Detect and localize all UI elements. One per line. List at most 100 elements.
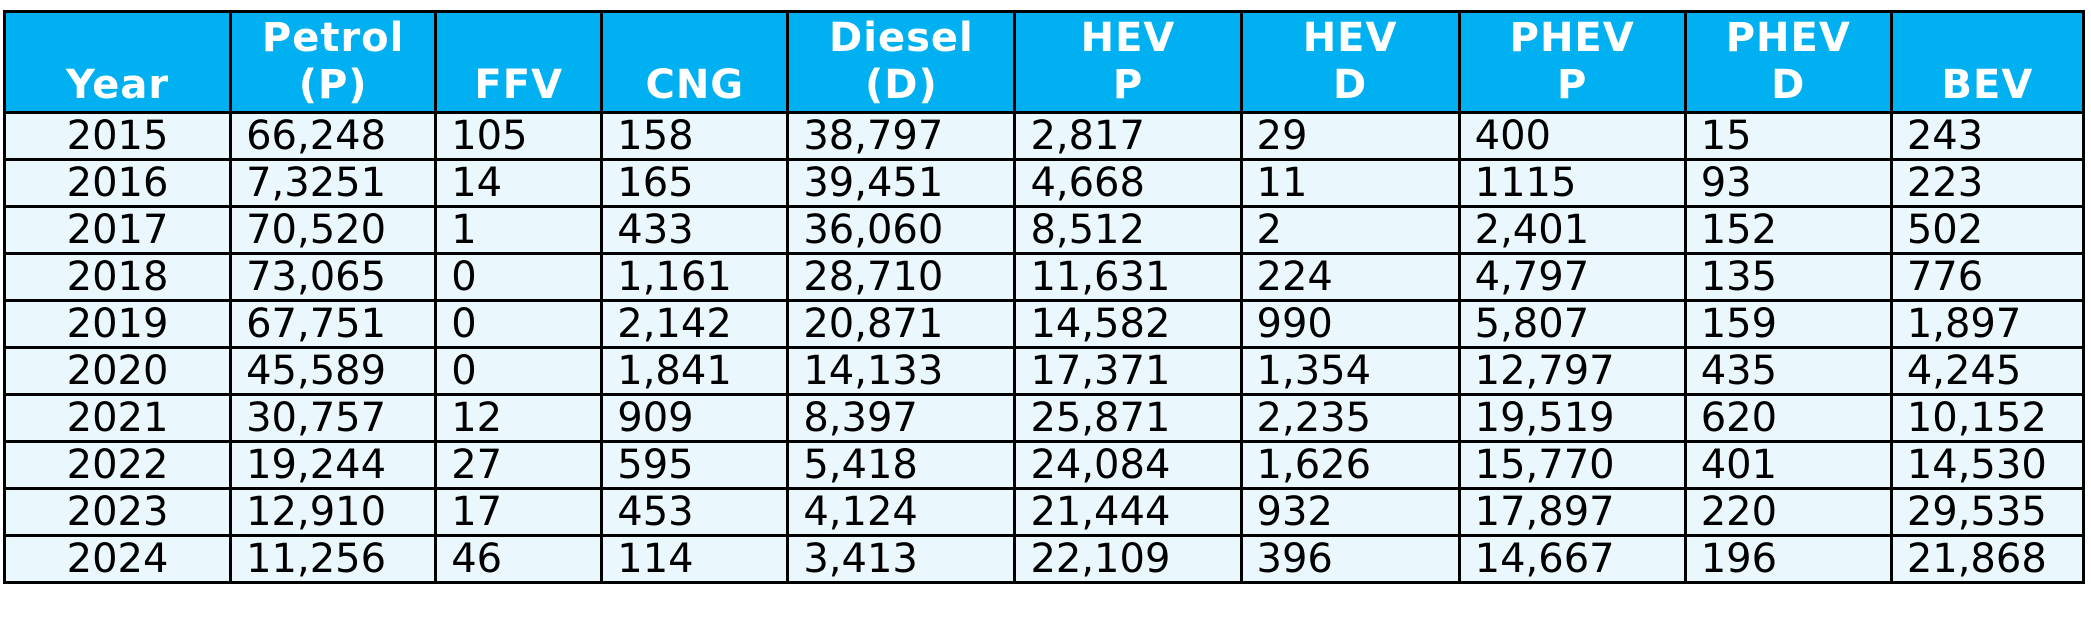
value-cell-phev-d: 15 [1683,111,1893,161]
year-cell: 2018 [2,252,233,302]
value-cell-bev: 776 [1889,252,2086,302]
value-cell-diesel: 36,060 [786,205,1017,255]
value-cell-hev-p: 14,582 [1013,299,1243,349]
value-cell-hev-p: 17,371 [1013,346,1243,396]
column-header-label: PHEV D [1725,15,1851,108]
column-header-label: BEV [1941,62,2034,108]
value-cell-cng: 165 [600,158,790,208]
value-cell-hev-d: 224 [1239,252,1461,302]
column-header-hev-d: HEV D [1239,10,1461,114]
value-cell-petrol: 19,244 [229,440,438,490]
value-cell-petrol: 30,757 [229,393,438,443]
value-cell-bev: 223 [1889,158,2086,208]
value-cell-phev-d: 152 [1683,205,1893,255]
column-header-bev: BEV [1889,10,2086,114]
value-cell-ffv: 0 [434,346,604,396]
value-cell-diesel: 28,710 [786,252,1017,302]
value-cell-ffv: 14 [434,158,604,208]
value-cell-phev-p: 1115 [1457,158,1687,208]
column-header-label: HEV D [1302,15,1398,108]
value-cell-petrol: 7,3251 [229,158,438,208]
table-header-row: Year Petrol (P) FFV CNG Diesel (D) HEV P HEV D… [2,10,2086,114]
value-cell-hev-p: 2,817 [1013,111,1243,161]
value-cell-cng: 114 [600,534,790,584]
table-row: 2021 30,757 12 909 8,397 25,871 2,235 19,519 620… [2,393,2086,443]
value-cell-phev-p: 5,807 [1457,299,1687,349]
value-cell-cng: 595 [600,440,790,490]
table-row: 2016 7,3251 14 165 39,451 4,668 11 1115 93 223 [2,158,2086,208]
value-cell-ffv: 0 [434,299,604,349]
column-header-label: CNG [645,62,745,108]
value-cell-diesel: 8,397 [786,393,1017,443]
table-body: 2015 66,248 105 158 38,797 2,817 29 400 15 243 201… [2,111,2086,584]
value-cell-cng: 909 [600,393,790,443]
value-cell-diesel: 39,451 [786,158,1017,208]
value-cell-cng: 2,142 [600,299,790,349]
value-cell-petrol: 70,520 [229,205,438,255]
value-cell-ffv: 17 [434,487,604,537]
value-cell-hev-d: 1,626 [1239,440,1461,490]
table-row: 2022 19,244 27 595 5,418 24,084 1,626 15,770 401… [2,440,2086,490]
column-header-year: Year [2,10,233,114]
value-cell-cng: 158 [600,111,790,161]
value-cell-diesel: 3,413 [786,534,1017,584]
value-cell-ffv: 105 [434,111,604,161]
value-cell-phev-p: 400 [1457,111,1687,161]
value-cell-bev: 14,530 [1889,440,2086,490]
table-row: 2024 11,256 46 114 3,413 22,109 396 14,667 196 21… [2,534,2086,584]
value-cell-petrol: 12,910 [229,487,438,537]
value-cell-petrol: 67,751 [229,299,438,349]
value-cell-bev: 29,535 [1889,487,2086,537]
value-cell-petrol: 66,248 [229,111,438,161]
value-cell-ffv: 46 [434,534,604,584]
value-cell-bev: 21,868 [1889,534,2086,584]
value-cell-hev-d: 11 [1239,158,1461,208]
value-cell-cng: 1,841 [600,346,790,396]
value-cell-phev-p: 4,797 [1457,252,1687,302]
table-row: 2015 66,248 105 158 38,797 2,817 29 400 15 243 [2,111,2086,161]
value-cell-bev: 10,152 [1889,393,2086,443]
column-header-label: Diesel (D) [829,15,974,108]
value-cell-bev: 1,897 [1889,299,2086,349]
value-cell-hev-d: 990 [1239,299,1461,349]
value-cell-petrol: 11,256 [229,534,438,584]
table-row: 2017 70,520 1 433 36,060 8,512 2 2,401 152 502 [2,205,2086,255]
value-cell-hev-d: 2 [1239,205,1461,255]
value-cell-cng: 453 [600,487,790,537]
vehicle-registrations-table-container: Year Petrol (P) FFV CNG Diesel (D) HEV P HEV D… [2,10,2086,584]
value-cell-phev-d: 135 [1683,252,1893,302]
year-cell: 2021 [2,393,233,443]
column-header-label: FFV [474,62,564,108]
column-header-label: Year [65,62,170,108]
year-cell: 2020 [2,346,233,396]
column-header-label: PHEV P [1509,15,1635,108]
column-header-diesel: Diesel (D) [786,10,1017,114]
value-cell-diesel: 4,124 [786,487,1017,537]
table-row: 2020 45,589 0 1,841 14,133 17,371 1,354 12,797 4… [2,346,2086,396]
value-cell-hev-d: 1,354 [1239,346,1461,396]
value-cell-ffv: 12 [434,393,604,443]
column-header-ffv: FFV [434,10,604,114]
value-cell-ffv: 0 [434,252,604,302]
value-cell-phev-p: 17,897 [1457,487,1687,537]
value-cell-diesel: 20,871 [786,299,1017,349]
value-cell-hev-p: 8,512 [1013,205,1243,255]
value-cell-phev-p: 19,519 [1457,393,1687,443]
value-cell-hev-p: 24,084 [1013,440,1243,490]
value-cell-diesel: 5,418 [786,440,1017,490]
table-row: 2023 12,910 17 453 4,124 21,444 932 17,897 220 29… [2,487,2086,537]
value-cell-phev-d: 401 [1683,440,1893,490]
year-cell: 2017 [2,205,233,255]
column-header-label: Petrol (P) [261,15,405,108]
value-cell-hev-p: 11,631 [1013,252,1243,302]
year-cell: 2022 [2,440,233,490]
value-cell-ffv: 1 [434,205,604,255]
value-cell-hev-p: 21,444 [1013,487,1243,537]
value-cell-hev-d: 29 [1239,111,1461,161]
value-cell-hev-d: 396 [1239,534,1461,584]
value-cell-phev-p: 12,797 [1457,346,1687,396]
column-header-cng: CNG [600,10,790,114]
value-cell-phev-d: 196 [1683,534,1893,584]
value-cell-ffv: 27 [434,440,604,490]
value-cell-hev-d: 2,235 [1239,393,1461,443]
